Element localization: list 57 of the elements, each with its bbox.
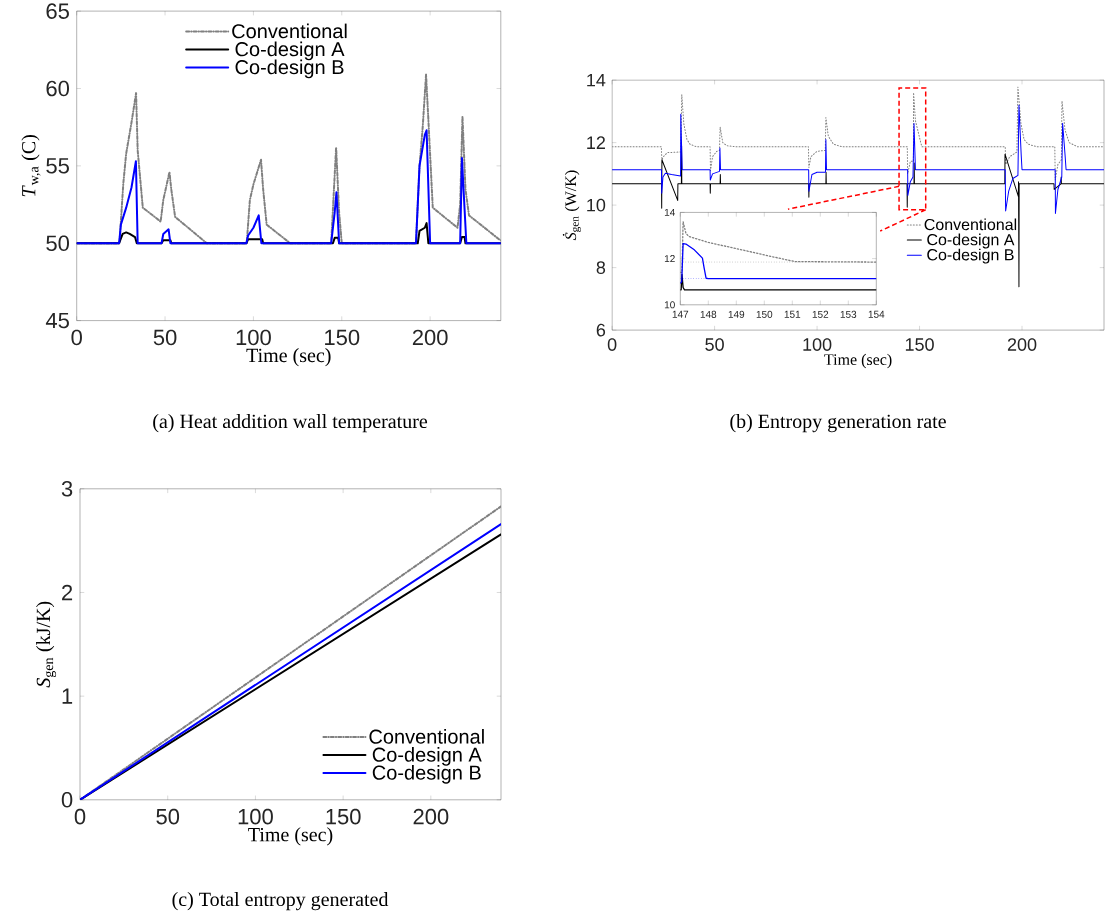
y-tick-label: 14 bbox=[587, 73, 606, 87]
y-tick-label: 1 bbox=[62, 688, 73, 704]
x-tick-label: 150 bbox=[905, 338, 934, 351]
legend-label: Co-design B bbox=[927, 248, 1014, 264]
y-tick-label: 2 bbox=[62, 584, 73, 601]
legend-label: Conventional bbox=[924, 218, 1017, 231]
legend-label: Conventional bbox=[232, 23, 347, 39]
legend-label: Co-design A bbox=[235, 41, 345, 61]
y-axis-title: S$_{gen}$ (kJ/K) bbox=[36, 601, 57, 688]
y-axis-title: Ṡ$_{gen}$ (W/K) bbox=[562, 170, 581, 241]
y-tick-label: 3 bbox=[61, 480, 73, 497]
legend-label: Conventional bbox=[369, 729, 484, 744]
y-tick-label: 50 bbox=[46, 235, 69, 251]
x-axis-title: Time (sec) bbox=[824, 353, 892, 369]
x-tick-label: 0 bbox=[74, 808, 86, 825]
text: (c) Total entropy generated bbox=[172, 891, 389, 911]
x-tick-label: 152 bbox=[812, 310, 829, 318]
x-tick-label: 154 bbox=[868, 310, 885, 318]
legend-label: Co-design A bbox=[927, 233, 1015, 249]
x-axis-title: Time (sec) bbox=[246, 348, 331, 367]
text: (b) Entropy generation rate bbox=[730, 413, 946, 433]
x-tick-label: 153 bbox=[840, 310, 857, 318]
x-tick-label: 0 bbox=[607, 338, 617, 351]
y-tick-label: 14 bbox=[664, 208, 675, 216]
y-tick-label: 45 bbox=[45, 312, 69, 329]
y-tick-label: 65 bbox=[46, 3, 69, 19]
x-tick-label: 149 bbox=[728, 310, 745, 318]
x-axis-title: Time (sec) bbox=[248, 827, 333, 846]
x-tick-label: 100 bbox=[238, 808, 273, 825]
x-tick-label: 147 bbox=[672, 310, 689, 318]
y-tick-label: 0 bbox=[61, 791, 73, 808]
x-tick-label: 100 bbox=[803, 338, 832, 351]
x-tick-label: 150 bbox=[756, 310, 773, 318]
x-tick-label: 100 bbox=[236, 329, 271, 346]
x-tick-label: 50 bbox=[153, 329, 177, 346]
x-tick-label: 150 bbox=[326, 808, 361, 825]
y-tick-label: 6 bbox=[596, 323, 606, 337]
y-tick-label: 10 bbox=[664, 301, 675, 309]
x-tick-label: 148 bbox=[700, 310, 717, 318]
x-tick-label: 200 bbox=[1007, 338, 1037, 351]
legend-label: Co-design A bbox=[372, 747, 482, 766]
y-axis-title: T$_{w,a}$ (C) bbox=[21, 135, 41, 197]
y-tick-label: 12 bbox=[587, 136, 605, 149]
x-tick-label: 200 bbox=[413, 808, 449, 825]
x-tick-label: 151 bbox=[784, 310, 801, 318]
text: (a) Heat addition wall temperature bbox=[153, 413, 428, 433]
x-tick-label: 50 bbox=[705, 338, 724, 351]
y-tick-label: 8 bbox=[596, 261, 606, 274]
x-tick-label: 150 bbox=[325, 329, 360, 346]
y-tick-label: 12 bbox=[664, 255, 675, 263]
y-tick-label: 55 bbox=[46, 158, 69, 174]
legend-label: Co-design B bbox=[235, 59, 344, 79]
y-tick-label: 10 bbox=[587, 198, 606, 212]
y-tick-label: 60 bbox=[46, 80, 69, 97]
x-tick-label: 200 bbox=[412, 329, 448, 346]
x-tick-label: 50 bbox=[156, 808, 180, 825]
legend-label: Co-design B bbox=[372, 765, 481, 784]
